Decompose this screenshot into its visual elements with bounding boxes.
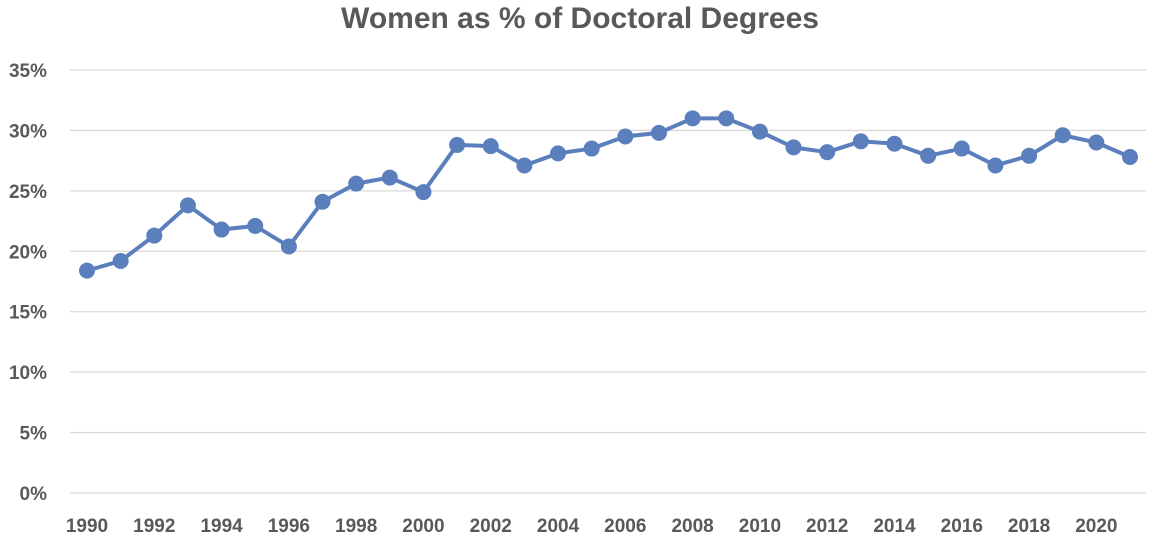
x-tick-label: 2012 [806,516,848,537]
data-point [247,217,264,234]
data-point [718,110,735,127]
x-tick-label: 2020 [1075,516,1117,537]
y-tick-label: 35% [9,61,47,82]
data-point [449,136,466,153]
x-tick-label: 2008 [671,516,713,537]
data-point [617,128,634,145]
data-point [415,184,432,201]
y-tick-label: 15% [9,303,47,324]
x-tick-label: 2006 [604,516,646,537]
data-point [280,238,297,255]
data-point [213,221,230,238]
data-point [583,140,600,157]
x-tick-label: 2018 [1008,516,1050,537]
data-point [112,252,129,269]
data-point [751,123,768,140]
x-tick-label: 1998 [335,516,377,537]
data-point [1021,147,1038,164]
data-point [1088,134,1105,151]
data-point [920,147,937,164]
data-point [987,157,1004,174]
data-point [550,145,567,162]
x-tick-label: 1994 [200,516,243,537]
x-tick-label: 1990 [66,516,108,537]
data-point [348,175,365,192]
data-point [482,138,499,155]
y-tick-label: 10% [9,363,47,384]
data-point [146,227,163,244]
data-point [516,157,533,174]
data-point [684,110,701,127]
data-point [1054,127,1071,144]
x-tick-label: 2000 [402,516,444,537]
y-tick-label: 0% [20,484,48,505]
x-tick-label: 1992 [133,516,175,537]
x-tick-label: 2010 [739,516,781,537]
data-point [79,262,95,279]
data-point [953,140,970,157]
data-point [819,144,836,161]
y-tick-label: 20% [9,242,47,263]
x-tick-label: 2002 [470,516,512,537]
x-tick-label: 2014 [873,516,916,537]
data-point [381,169,398,186]
data-point [179,197,196,214]
series-line [85,116,1132,273]
chart-title: Women as % of Doctoral Degrees [341,2,819,35]
y-tick-label: 25% [9,182,47,203]
data-point [852,133,869,150]
x-tick-label: 2016 [941,516,983,537]
y-tick-label: 30% [9,121,47,142]
x-tick-label: 2004 [537,516,580,537]
x-tick-label: 1996 [268,516,310,537]
data-point [886,135,903,152]
data-point [1122,149,1138,166]
data-point [314,193,331,210]
data-point [650,124,667,141]
y-tick-label: 5% [20,424,48,445]
data-point [785,139,802,156]
